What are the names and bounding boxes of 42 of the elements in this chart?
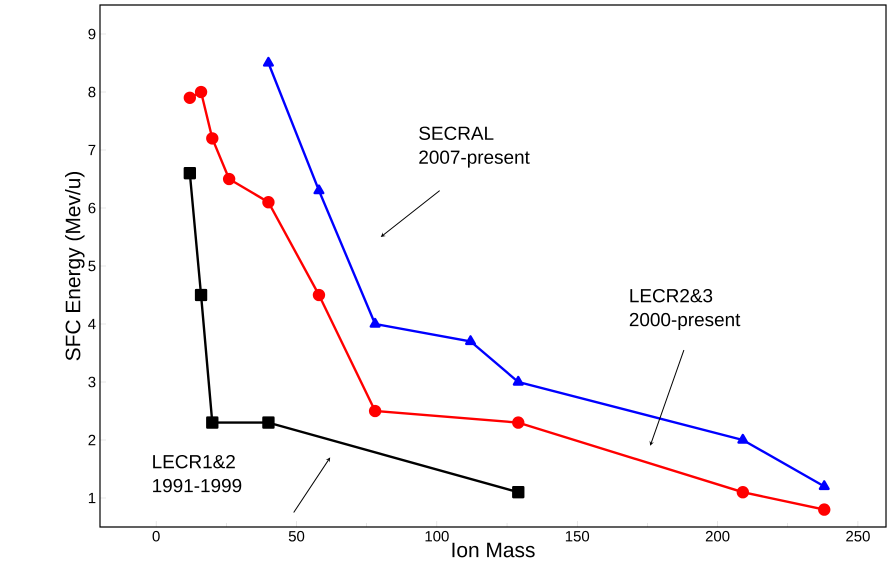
- point: [818, 503, 830, 516]
- point: [206, 416, 218, 429]
- point: [262, 416, 275, 429]
- point: [222, 172, 236, 186]
- x-tick-label: 200: [706, 530, 730, 542]
- point: [206, 132, 218, 145]
- x-tick-label: 50: [288, 530, 304, 542]
- y-tick-label: 9: [88, 28, 96, 40]
- x-tick-label: 150: [566, 530, 590, 542]
- x-axis-title: Ion Mass: [452, 542, 535, 558]
- point: [512, 416, 524, 429]
- point: [194, 86, 208, 98]
- point: [184, 92, 196, 104]
- y-tick-label: 5: [88, 260, 96, 272]
- annotation: LECR1&2 1991-1999: [153, 454, 242, 492]
- y-tick-label: 1: [88, 492, 96, 504]
- point: [736, 486, 750, 498]
- annotation: SECRAL 2007-present: [419, 126, 530, 168]
- x-tick-label: 100: [426, 530, 449, 542]
- y-tick-label: 8: [88, 86, 96, 98]
- point: [262, 56, 274, 67]
- point: [465, 335, 476, 346]
- point: [512, 486, 524, 498]
- point: [737, 434, 748, 444]
- y-axis-title: SFC Energy (Mev/u): [65, 172, 85, 360]
- point: [262, 196, 275, 208]
- point: [313, 184, 324, 194]
- point: [512, 376, 524, 386]
- x-tick-label: 250: [846, 530, 870, 542]
- y-tick-label: 2: [88, 434, 96, 446]
- point: [818, 480, 830, 490]
- y-tick-label: 4: [88, 318, 96, 330]
- x-tick-label: 0: [152, 530, 160, 542]
- point: [312, 288, 326, 302]
- y-tick-label: 6: [88, 202, 96, 214]
- y-tick-label: 3: [88, 376, 96, 388]
- y-tick-label: 7: [88, 144, 96, 156]
- point: [368, 404, 382, 418]
- point: [370, 318, 381, 328]
- point: [184, 167, 196, 180]
- annotation: LECR2&3 2000-present: [630, 288, 740, 330]
- point: [194, 288, 208, 302]
